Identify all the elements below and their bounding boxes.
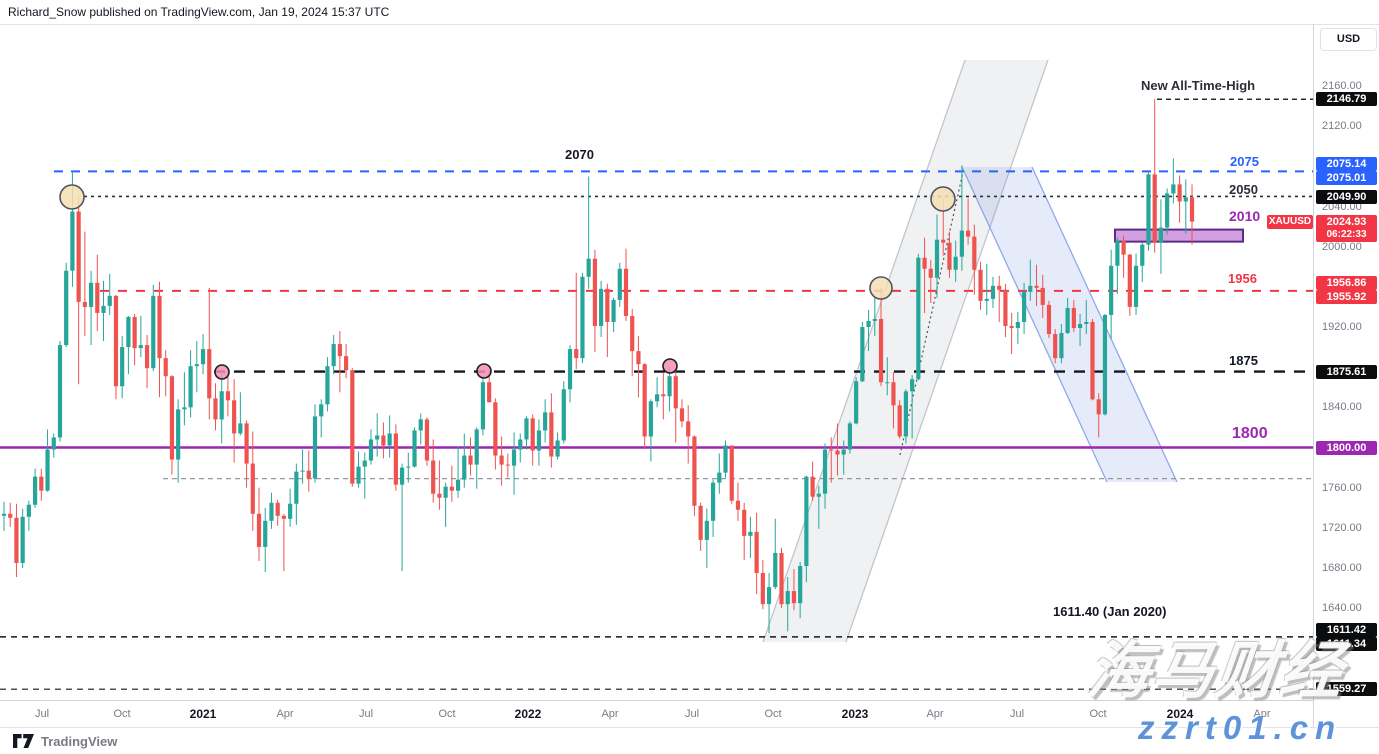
touch-marker-circle[interactable]: [662, 358, 678, 374]
price-tick: 2120.00: [1322, 120, 1362, 133]
price-tick: 1840.00: [1322, 401, 1362, 414]
time-tick: 2022: [514, 707, 542, 721]
price-level-badge: 1875.61: [1316, 364, 1377, 379]
price-level-badge: 1800.00: [1316, 440, 1377, 455]
touch-marker-circle[interactable]: [476, 363, 492, 379]
price-level-badge: 2146.79: [1316, 92, 1377, 107]
publish-info: Richard_Snow published on TradingView.co…: [8, 5, 390, 19]
time-tick: Oct: [113, 708, 131, 720]
symbol-label-badge: XAUUSD: [1267, 215, 1313, 229]
header-divider: [0, 24, 1379, 25]
price-level-badge: 1956.86: [1316, 276, 1377, 291]
price-level-badge: 1955.92: [1316, 290, 1377, 305]
time-tick: Oct: [1089, 708, 1107, 720]
time-tick: Oct: [438, 708, 456, 720]
time-tick: Apr: [926, 708, 944, 720]
tradingview-brand[interactable]: TradingView: [41, 733, 118, 749]
price-level-badge: 2075.14: [1316, 157, 1377, 172]
plot-area: [0, 59, 1313, 691]
time-tick: Jul: [358, 708, 374, 720]
dotted-trendline[interactable]: [899, 171, 964, 456]
price-tick: 1720.00: [1322, 521, 1362, 534]
touch-marker-circle[interactable]: [59, 184, 85, 210]
time-tick: Oct: [764, 708, 782, 720]
price-axis[interactable]: 2160.00 2120.00 2040.00 2000.00 1920.00 1840.…: [1313, 24, 1379, 727]
price-tick: 2000.00: [1322, 240, 1362, 253]
price-zone-2010[interactable]: [1114, 228, 1244, 243]
footer-divider: [0, 727, 1379, 728]
touch-marker-circle[interactable]: [214, 364, 230, 380]
time-tick: Apr: [601, 708, 619, 720]
price-tick: 2160.00: [1322, 80, 1362, 92]
time-tick: Jul: [684, 708, 700, 720]
touch-marker-circle[interactable]: [930, 186, 956, 212]
time-axis[interactable]: Jul Oct 2021 Apr Jul Oct 2022 Apr Jul Oct 2023 Apr J…: [0, 700, 1313, 727]
time-tick: 2023: [841, 707, 869, 721]
ascending-channel[interactable]: [763, 60, 1048, 642]
bar-countdown: 06:22:33: [1326, 228, 1367, 240]
currency-button[interactable]: USD: [1320, 28, 1377, 51]
time-tick: Jul: [1009, 708, 1025, 720]
last-price-badge: 2024.93 06:22:33: [1316, 214, 1377, 242]
price-tick: 1920.00: [1322, 321, 1362, 333]
price-tick: 1760.00: [1322, 481, 1362, 494]
time-axis-divider: [0, 700, 1313, 701]
price-axis-divider: [1313, 24, 1314, 727]
touch-marker-circle[interactable]: [869, 276, 893, 300]
candles: [1, 99, 1195, 634]
price-level-badge: 2075.01: [1316, 171, 1377, 186]
time-tick: 2021: [189, 707, 217, 721]
price-tick: 1680.00: [1322, 562, 1362, 575]
time-tick: 2024: [1166, 707, 1194, 721]
time-tick: Jul: [34, 708, 50, 720]
price-tick: 1640.00: [1322, 602, 1362, 615]
time-tick: Apr: [276, 708, 294, 720]
tradingview-logo-icon[interactable]: [13, 734, 34, 748]
time-tick: Apr: [1253, 708, 1271, 720]
price-level-badge: 2049.90: [1316, 189, 1377, 204]
price-level-badge: 1611.34: [1316, 636, 1377, 651]
price-level-badge: 1559.27: [1316, 682, 1377, 697]
footer: TradingView: [0, 728, 1379, 754]
price-level-badge: 1611.42: [1316, 622, 1377, 637]
